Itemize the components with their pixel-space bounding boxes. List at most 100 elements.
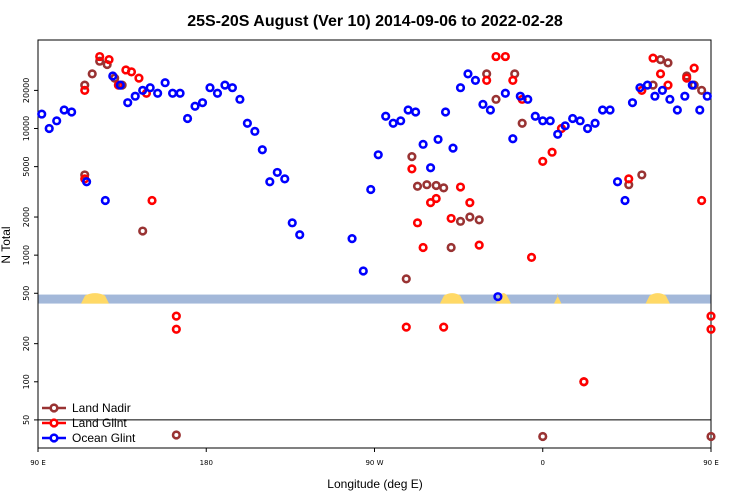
ocean-glint-point	[227, 83, 238, 93]
ocean-glint-point	[265, 177, 275, 187]
ocean-glint-point	[59, 105, 69, 115]
ocean-glint-point	[197, 98, 208, 108]
ocean-glint-point	[381, 111, 391, 121]
ocean-glint-point	[388, 118, 398, 128]
ocean-glint-point	[508, 134, 518, 144]
ocean-glint-point	[478, 99, 488, 110]
y-tick-label: 50	[22, 415, 31, 425]
legend-marker	[49, 433, 59, 443]
ocean-glint-point	[448, 143, 458, 153]
land-glint-point	[446, 213, 456, 224]
ocean-glint-point	[463, 69, 473, 79]
land-nadir-point	[655, 55, 666, 65]
x-tick-label: 90 W	[365, 459, 383, 467]
ocean-glint-point	[553, 129, 563, 139]
land-glint-point	[706, 311, 716, 321]
ocean-glint-point	[168, 88, 178, 98]
land-glint-point	[526, 252, 537, 262]
ocean-glint-point	[153, 88, 163, 98]
ocean-glint-point	[160, 78, 170, 88]
y-tick-label: 100	[22, 374, 31, 389]
ocean-glint-point	[627, 98, 638, 108]
ocean-glint-point	[650, 91, 660, 101]
ocean-glint-point	[347, 234, 357, 244]
ocean-glint-point	[138, 85, 148, 95]
land-nadir-point	[663, 58, 673, 68]
land-glint-point	[538, 156, 548, 166]
ocean-glint-point	[108, 71, 118, 81]
ocean-glint-point	[272, 167, 282, 178]
ocean-glint-point	[545, 116, 555, 126]
ocean-glint-point	[612, 177, 623, 187]
land-nadir-point	[446, 242, 456, 253]
y-tick-label: 5000	[22, 156, 31, 176]
legend-marker	[49, 403, 59, 413]
ocean-glint-point	[67, 107, 77, 117]
ocean-glint-point	[205, 83, 215, 93]
x-tick-label: 0	[541, 459, 545, 467]
land-nadir-point	[538, 431, 548, 442]
ocean-glint-point	[358, 266, 368, 276]
x-axis-label: Longitude (deg E)	[327, 477, 422, 491]
chart-title: 25S-20S August (Ver 10) 2014-09-06 to 20…	[187, 13, 563, 30]
land-glint-point	[80, 85, 90, 95]
ocean-glint-point	[295, 230, 305, 240]
land-glint-point	[147, 195, 157, 206]
land-glint-point	[104, 55, 114, 65]
land-glint-point	[547, 147, 557, 157]
ocean-glint-point	[411, 107, 421, 117]
x-tick-label: 180	[200, 459, 213, 467]
land-glint-point	[171, 311, 181, 321]
ocean-glint-point	[470, 75, 481, 85]
ocean-glint-point	[220, 80, 230, 90]
land-glint-point	[624, 174, 634, 184]
ocean-glint-point	[530, 111, 540, 121]
ocean-glint-point	[642, 80, 653, 90]
ocean-glint-point	[123, 98, 133, 108]
ocean-glint-point	[373, 150, 383, 160]
ocean-glint-point	[366, 184, 376, 195]
land-glint-point	[663, 80, 673, 90]
ocean-glint-point	[500, 88, 510, 98]
y-tick-label: 500	[22, 286, 31, 301]
x-axis: 90 E 180 90 W 0 90 E	[30, 448, 719, 467]
land-glint-point	[706, 324, 716, 334]
land-glint-point	[648, 53, 658, 63]
y-tick-label: 10000	[22, 116, 31, 141]
land-glint-point	[171, 324, 181, 334]
legend-label: Land Glint	[72, 416, 127, 430]
land-glint-point	[482, 75, 492, 85]
land-band-patch	[645, 293, 670, 304]
land-nadir-point	[455, 216, 466, 226]
legend-label: Ocean Glint	[72, 431, 136, 445]
land-glint-point	[508, 75, 518, 85]
ocean-glint-point	[538, 116, 548, 126]
land-glint-point	[418, 242, 428, 253]
ocean-glint-point	[455, 83, 466, 93]
y-tick-label: 2000	[22, 207, 31, 227]
land-nadir-point	[706, 431, 716, 442]
ocean-glint-point	[115, 80, 125, 90]
legend-marker	[49, 418, 59, 428]
ocean-glint-point	[620, 195, 630, 206]
ocean-glint-point	[687, 80, 697, 90]
land-band-patch	[439, 293, 465, 304]
land-glint-point	[689, 63, 699, 73]
land-glint-point	[134, 73, 144, 83]
land-nadir-point	[401, 274, 411, 284]
land-glint-point	[431, 193, 441, 204]
land-glint-point	[579, 377, 589, 387]
land-glint-point	[465, 197, 475, 208]
ocean-glint-point	[100, 195, 110, 206]
land-glint-point	[95, 51, 105, 62]
ocean-glint-point	[82, 177, 92, 187]
ocean-glint-point	[280, 174, 290, 184]
ocean-glint-point	[212, 88, 223, 98]
ocean-glint-point	[403, 105, 413, 115]
land-nadir-point	[407, 152, 417, 162]
ocean-glint-point	[672, 105, 682, 115]
ocean-glint-point	[44, 123, 54, 134]
ocean-glint-point	[568, 113, 578, 124]
y-tick-label: 20000	[22, 78, 31, 103]
